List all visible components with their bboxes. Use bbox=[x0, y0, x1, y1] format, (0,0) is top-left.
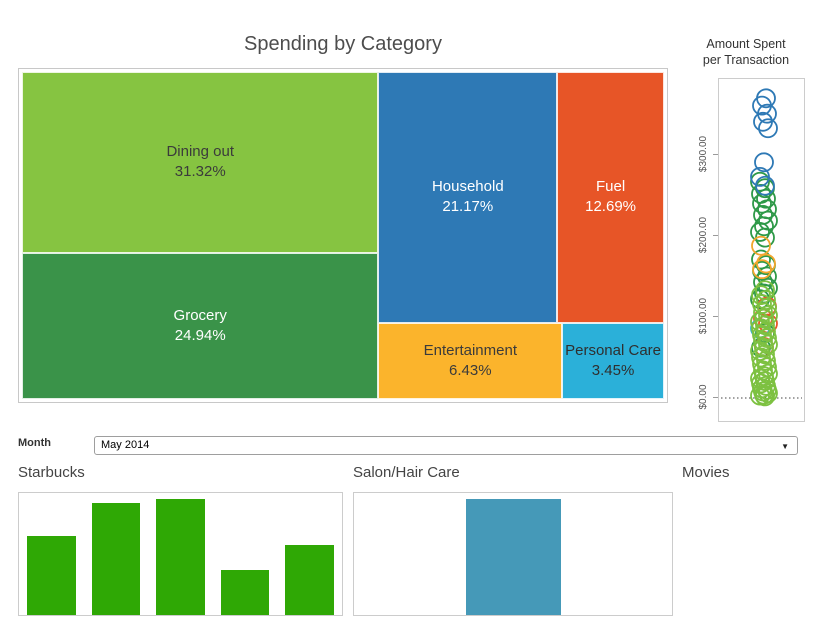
scatter-title-line2: per Transaction bbox=[702, 53, 790, 68]
treemap-cells-container: Dining out 31.32% Grocery 24.94% Household 21… bbox=[22, 72, 664, 399]
salon-bar-chart bbox=[353, 492, 673, 616]
starbucks-bar[interactable] bbox=[27, 535, 76, 615]
movies-chart-title: Movies bbox=[682, 464, 730, 481]
salon-chart-title: Salon/Hair Care bbox=[353, 464, 460, 481]
starbucks-bar-chart bbox=[18, 492, 343, 616]
scatter-point-dining-out[interactable] bbox=[755, 344, 775, 365]
treemap-cell-label: Dining out bbox=[166, 143, 234, 161]
treemap-cell-percent: 3.45% bbox=[591, 361, 635, 379]
treemap-cell-percent: 31.32% bbox=[174, 163, 226, 181]
treemap-cell-percent: 12.69% bbox=[585, 198, 636, 216]
chevron-down-icon[interactable]: ▼ bbox=[781, 442, 789, 451]
treemap-cell-percent: 24.94% bbox=[174, 326, 226, 344]
scatter-point-household[interactable] bbox=[758, 118, 778, 139]
scatter-point-grocery[interactable] bbox=[750, 171, 770, 192]
treemap-chart: Dining out 31.32% Grocery 24.94% Household 21… bbox=[18, 68, 668, 403]
treemap-cell-label: Grocery bbox=[173, 306, 227, 324]
scatter-point-dining-out[interactable] bbox=[754, 308, 774, 329]
treemap-cell-personal-care[interactable]: Personal Care 3.45% bbox=[562, 322, 664, 399]
treemap-cell-grocery[interactable]: Grocery 24.94% bbox=[22, 252, 379, 399]
scatter-point-grocery[interactable] bbox=[756, 188, 776, 209]
scatter-point-dining-out[interactable] bbox=[755, 386, 775, 407]
scatter-point-household[interactable] bbox=[753, 111, 773, 132]
scatter-point-entertainment[interactable] bbox=[751, 235, 771, 256]
treemap-cell-fuel[interactable]: Fuel 12.69% bbox=[557, 72, 664, 323]
scatter-y-axis: $0.00 $100.00 $200.00 $300.00 bbox=[688, 78, 718, 420]
page-title: Spending by Category bbox=[244, 33, 442, 55]
scatter-point-household[interactable] bbox=[754, 152, 774, 173]
treemap-cell-label: Fuel bbox=[595, 178, 626, 196]
treemap-cell-entertainment[interactable]: Entertainment 6.43% bbox=[378, 322, 563, 399]
scatter-title-line1: Amount Spent bbox=[706, 37, 786, 51]
treemap-cell-label: Household bbox=[431, 178, 504, 196]
y-axis-tick-label: $0.00 bbox=[698, 384, 709, 410]
y-axis-tick-label: $200.00 bbox=[698, 216, 709, 254]
scatter-point-dining-out[interactable] bbox=[754, 337, 774, 358]
starbucks-bar[interactable] bbox=[91, 502, 141, 615]
starbucks-chart-title: Starbucks bbox=[18, 464, 85, 481]
treemap-cell-label: Entertainment bbox=[423, 341, 517, 359]
month-select-value: May 2014 bbox=[101, 439, 150, 451]
y-axis-tick-label: $300.00 bbox=[698, 135, 709, 173]
treemap-cell-percent: 6.43% bbox=[449, 361, 492, 379]
scatter-chart-title: Amount Spent per Transaction bbox=[684, 36, 808, 69]
month-filter-label: Month bbox=[18, 437, 51, 449]
scatter-point-grocery[interactable] bbox=[750, 222, 770, 242]
y-axis-tick bbox=[713, 316, 718, 317]
scatter-point-dining-out[interactable] bbox=[750, 341, 770, 361]
scatter-point-entertainment[interactable] bbox=[756, 253, 776, 274]
scatter-point-dining-out[interactable] bbox=[753, 331, 773, 352]
starbucks-bar[interactable] bbox=[156, 499, 205, 615]
scatter-plot-area bbox=[718, 78, 805, 422]
scatter-point-dining-out[interactable] bbox=[753, 302, 773, 323]
treemap-cell-household[interactable]: Household 21.17% bbox=[378, 72, 558, 323]
month-select[interactable]: May 2014 ▼ bbox=[94, 436, 798, 455]
scatter-point-dining-out[interactable] bbox=[752, 324, 772, 345]
scatter-point-dining-out[interactable] bbox=[755, 315, 775, 336]
treemap-cell-label: Personal Care bbox=[565, 341, 662, 359]
scatter-point-dining-out[interactable] bbox=[757, 328, 777, 348]
y-axis-tick bbox=[713, 397, 718, 398]
starbucks-bar[interactable] bbox=[220, 569, 270, 615]
y-axis-tick-label: $100.00 bbox=[698, 297, 709, 335]
scatter-point-dining-out[interactable] bbox=[751, 347, 771, 368]
scatter-svg bbox=[721, 88, 802, 407]
scatter-point-grocery[interactable] bbox=[754, 216, 774, 237]
scatter-point-dining-out[interactable] bbox=[750, 311, 770, 332]
scatter-point-dining-out[interactable] bbox=[751, 318, 771, 339]
scatter-point-grocery[interactable] bbox=[751, 249, 771, 270]
scatter-point-dining-out[interactable] bbox=[756, 321, 776, 342]
y-axis-tick bbox=[713, 235, 718, 236]
scatter-point-entertainment[interactable] bbox=[752, 259, 772, 280]
scatter-point-dining-out[interactable] bbox=[756, 350, 776, 371]
starbucks-bar[interactable] bbox=[285, 545, 334, 615]
treemap-cell-dining-out[interactable]: Dining out 31.32% bbox=[22, 72, 379, 253]
scatter-point-household[interactable] bbox=[755, 175, 775, 196]
treemap-cell-percent: 21.17% bbox=[442, 198, 494, 216]
y-axis-tick bbox=[713, 154, 718, 155]
salon-bar[interactable] bbox=[465, 499, 561, 615]
